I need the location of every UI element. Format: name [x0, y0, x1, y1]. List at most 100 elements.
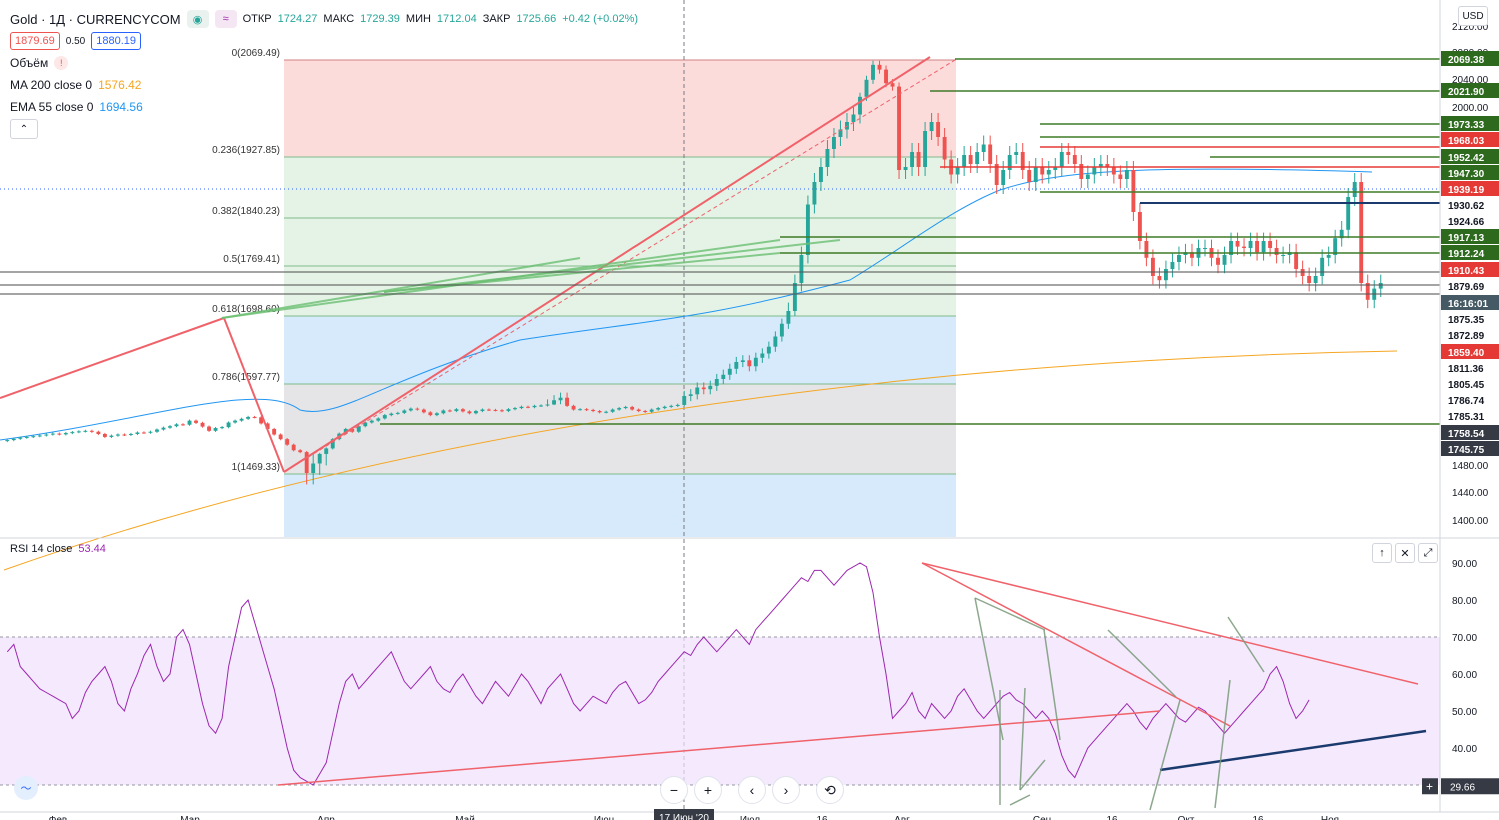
- time-axis-label: 16: [1106, 815, 1118, 820]
- candle-body: [252, 416, 257, 418]
- candle-body: [903, 167, 908, 170]
- compare-icon[interactable]: ≈: [214, 10, 237, 28]
- ma-label[interactable]: MA 200 close 0: [10, 78, 93, 92]
- alert-icon[interactable]: !: [54, 56, 69, 70]
- buy-price-button[interactable]: 1880.19: [91, 32, 141, 50]
- candle: [714, 373, 719, 391]
- ema-label[interactable]: EMA 55 close 0: [10, 100, 94, 114]
- candle-body: [265, 423, 270, 429]
- candle: [526, 405, 530, 409]
- candle: [1274, 239, 1279, 264]
- price-axis[interactable]: 2120.002080.002040.002000.001480.001440.…: [1422, 0, 1499, 812]
- candle: [773, 331, 778, 352]
- candle-body: [1072, 155, 1077, 164]
- candle: [1105, 155, 1110, 176]
- candle: [799, 246, 804, 292]
- rsi-label[interactable]: RSI 14 close: [10, 543, 73, 555]
- rsi-trend-line-red: [921, 562, 1419, 685]
- close-pane-icon[interactable]: ✕: [1395, 543, 1415, 563]
- candle-body: [649, 409, 654, 412]
- candle: [200, 421, 205, 428]
- candle-body: [929, 122, 934, 131]
- candle: [324, 447, 329, 466]
- candle-body: [1124, 170, 1129, 179]
- time-axis-label: Фев: [49, 815, 67, 820]
- time-axis[interactable]: Фев Мар Апр Май Июн Июл 16 Авг Сен 16 Окт 16 Ноя 17 И…: [0, 809, 1499, 820]
- candle-body: [487, 409, 491, 411]
- candle: [838, 120, 843, 146]
- candle: [975, 143, 980, 173]
- candle-body: [174, 424, 179, 427]
- candle-body: [1118, 174, 1123, 179]
- candle: [31, 435, 36, 439]
- candle: [1131, 161, 1136, 221]
- tradingview-logo-icon[interactable]: 〜: [14, 776, 38, 800]
- candle-body: [18, 437, 23, 439]
- candle: [57, 432, 62, 436]
- price-tag: [1441, 51, 1499, 66]
- price-tag-text: 1786.74: [1448, 396, 1485, 407]
- candle: [832, 128, 836, 158]
- candle-body: [662, 406, 667, 409]
- zoom-out-button[interactable]: −: [660, 776, 688, 804]
- candle-body: [1007, 155, 1012, 170]
- candle: [1053, 158, 1058, 179]
- candle: [24, 435, 29, 439]
- symbol-title[interactable]: Gold · 1Д · CURRENCYCOM: [10, 11, 181, 27]
- rsi-pane[interactable]: [0, 537, 1499, 811]
- candle-body: [1131, 170, 1136, 212]
- candle: [285, 438, 290, 446]
- fib-zone: [284, 60, 956, 157]
- scroll-right-button[interactable]: ›: [772, 776, 800, 804]
- candle-body: [513, 408, 517, 410]
- candle-body: [415, 408, 420, 410]
- candle-body: [135, 432, 140, 434]
- price-tag-text: 1872.89: [1448, 331, 1485, 342]
- scroll-left-button[interactable]: ‹: [738, 776, 766, 804]
- sell-price-button[interactable]: 1879.69: [10, 32, 60, 50]
- candle-body: [500, 410, 504, 412]
- candle: [747, 355, 752, 372]
- collapse-legend-button[interactable]: ⌃: [10, 119, 38, 139]
- candle: [701, 382, 706, 395]
- candle-body: [1307, 276, 1312, 283]
- candle: [382, 413, 387, 420]
- candle: [929, 113, 934, 140]
- candle-body: [246, 416, 251, 419]
- candle: [447, 409, 452, 413]
- horizontal-levels[interactable]: [0, 58, 1440, 425]
- candle-body: [5, 440, 10, 442]
- rsi-legend: RSI 14 close 53.44: [10, 543, 106, 555]
- candle: [142, 431, 146, 434]
- candle: [708, 380, 713, 395]
- candles[interactable]: [5, 60, 1383, 485]
- candle: [1085, 165, 1090, 188]
- candle-body: [1242, 246, 1246, 248]
- candle: [226, 421, 231, 429]
- price-tag: [1441, 132, 1499, 147]
- candle-body: [376, 418, 381, 421]
- candle: [910, 143, 915, 176]
- candle: [916, 143, 921, 176]
- candle-body: [688, 394, 693, 396]
- candle: [792, 274, 797, 317]
- candle-body: [291, 444, 296, 451]
- eye-icon[interactable]: ◉: [186, 10, 209, 28]
- candle-body: [1150, 257, 1155, 276]
- zoom-in-button[interactable]: +: [694, 776, 722, 804]
- candle: [1365, 274, 1370, 309]
- trend-line-green: [221, 257, 581, 319]
- candle: [1072, 146, 1077, 173]
- time-axis-label: 16: [1252, 815, 1264, 820]
- reset-chart-button[interactable]: ⟲: [816, 776, 844, 804]
- candle: [968, 146, 973, 173]
- maximize-pane-icon[interactable]: ⤢: [1418, 543, 1438, 563]
- candle: [760, 348, 765, 363]
- volume-label[interactable]: Объём: [10, 56, 49, 70]
- candle-body: [955, 167, 960, 175]
- currency-button[interactable]: USD: [1458, 6, 1488, 26]
- price-tag-text: 1859.40: [1448, 348, 1485, 359]
- move-pane-up-icon[interactable]: ↑: [1372, 543, 1392, 563]
- price-tag: [1441, 441, 1499, 456]
